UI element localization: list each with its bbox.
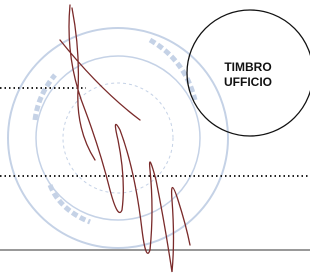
signature — [60, 5, 190, 272]
stamp-label: TIMBRO — [224, 60, 271, 74]
stamp-label: UFFICIO — [224, 75, 272, 89]
document: TIMBRO UFFICIO — [0, 0, 310, 279]
page: {"stamp_box": {"line1": "TIMBRO", "line2… — [0, 0, 310, 279]
